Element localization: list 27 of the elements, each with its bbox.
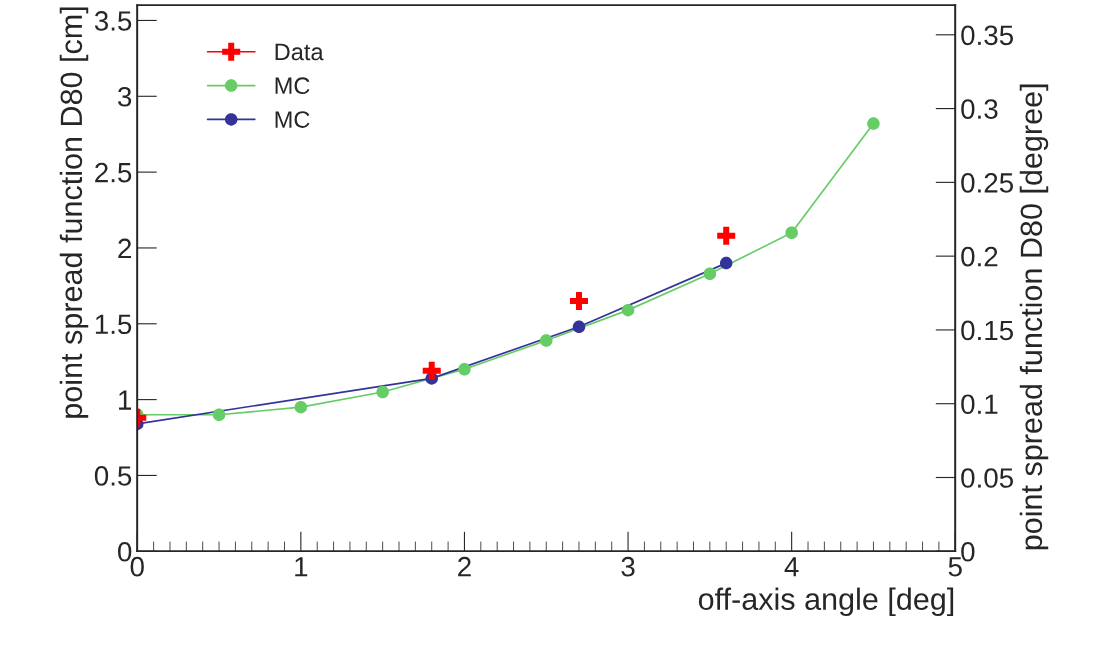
x-axis-title: off-axis angle [deg] bbox=[698, 587, 954, 617]
y-tick-label: 2.5 bbox=[95, 162, 132, 183]
x-tick-label: 3 bbox=[621, 556, 635, 577]
y-tick-label: 1.5 bbox=[95, 314, 132, 335]
y-tick-label: 0.5 bbox=[94, 466, 132, 486]
y2-tick-label: 0.25 bbox=[961, 173, 1014, 193]
legend-label: MC bbox=[275, 111, 310, 128]
y-tick-label: 1 bbox=[119, 390, 132, 410]
y2-tick-label: 0.1 bbox=[961, 394, 998, 415]
y2-tick-label: 0.05 bbox=[961, 468, 1014, 488]
y2-tick-label: 0.15 bbox=[961, 320, 1014, 341]
legend-label: MC bbox=[275, 77, 310, 95]
x-tick-label: 1 bbox=[295, 557, 308, 577]
y-tick-label: 2 bbox=[118, 238, 131, 259]
y-axis-title: point spread function D80 [cm] bbox=[59, 7, 89, 418]
legend-label: Data bbox=[275, 43, 324, 61]
y2-tick-label: 0.35 bbox=[961, 25, 1014, 46]
x-tick-label: 5 bbox=[948, 557, 962, 577]
y-tick-label: 0 bbox=[118, 541, 132, 562]
y2-tick-label: 0.2 bbox=[961, 246, 998, 267]
y2-tick-label: 0 bbox=[961, 541, 975, 562]
y2-axis-title: point spread function D80 [degree] bbox=[1019, 84, 1049, 550]
x-tick-label: 2 bbox=[458, 556, 471, 577]
y-tick-label: 3.5 bbox=[94, 11, 132, 31]
y2-tick-label: 0.3 bbox=[961, 99, 998, 119]
x-tick-label: 4 bbox=[784, 557, 799, 577]
y-tick-label: 3 bbox=[118, 86, 132, 107]
